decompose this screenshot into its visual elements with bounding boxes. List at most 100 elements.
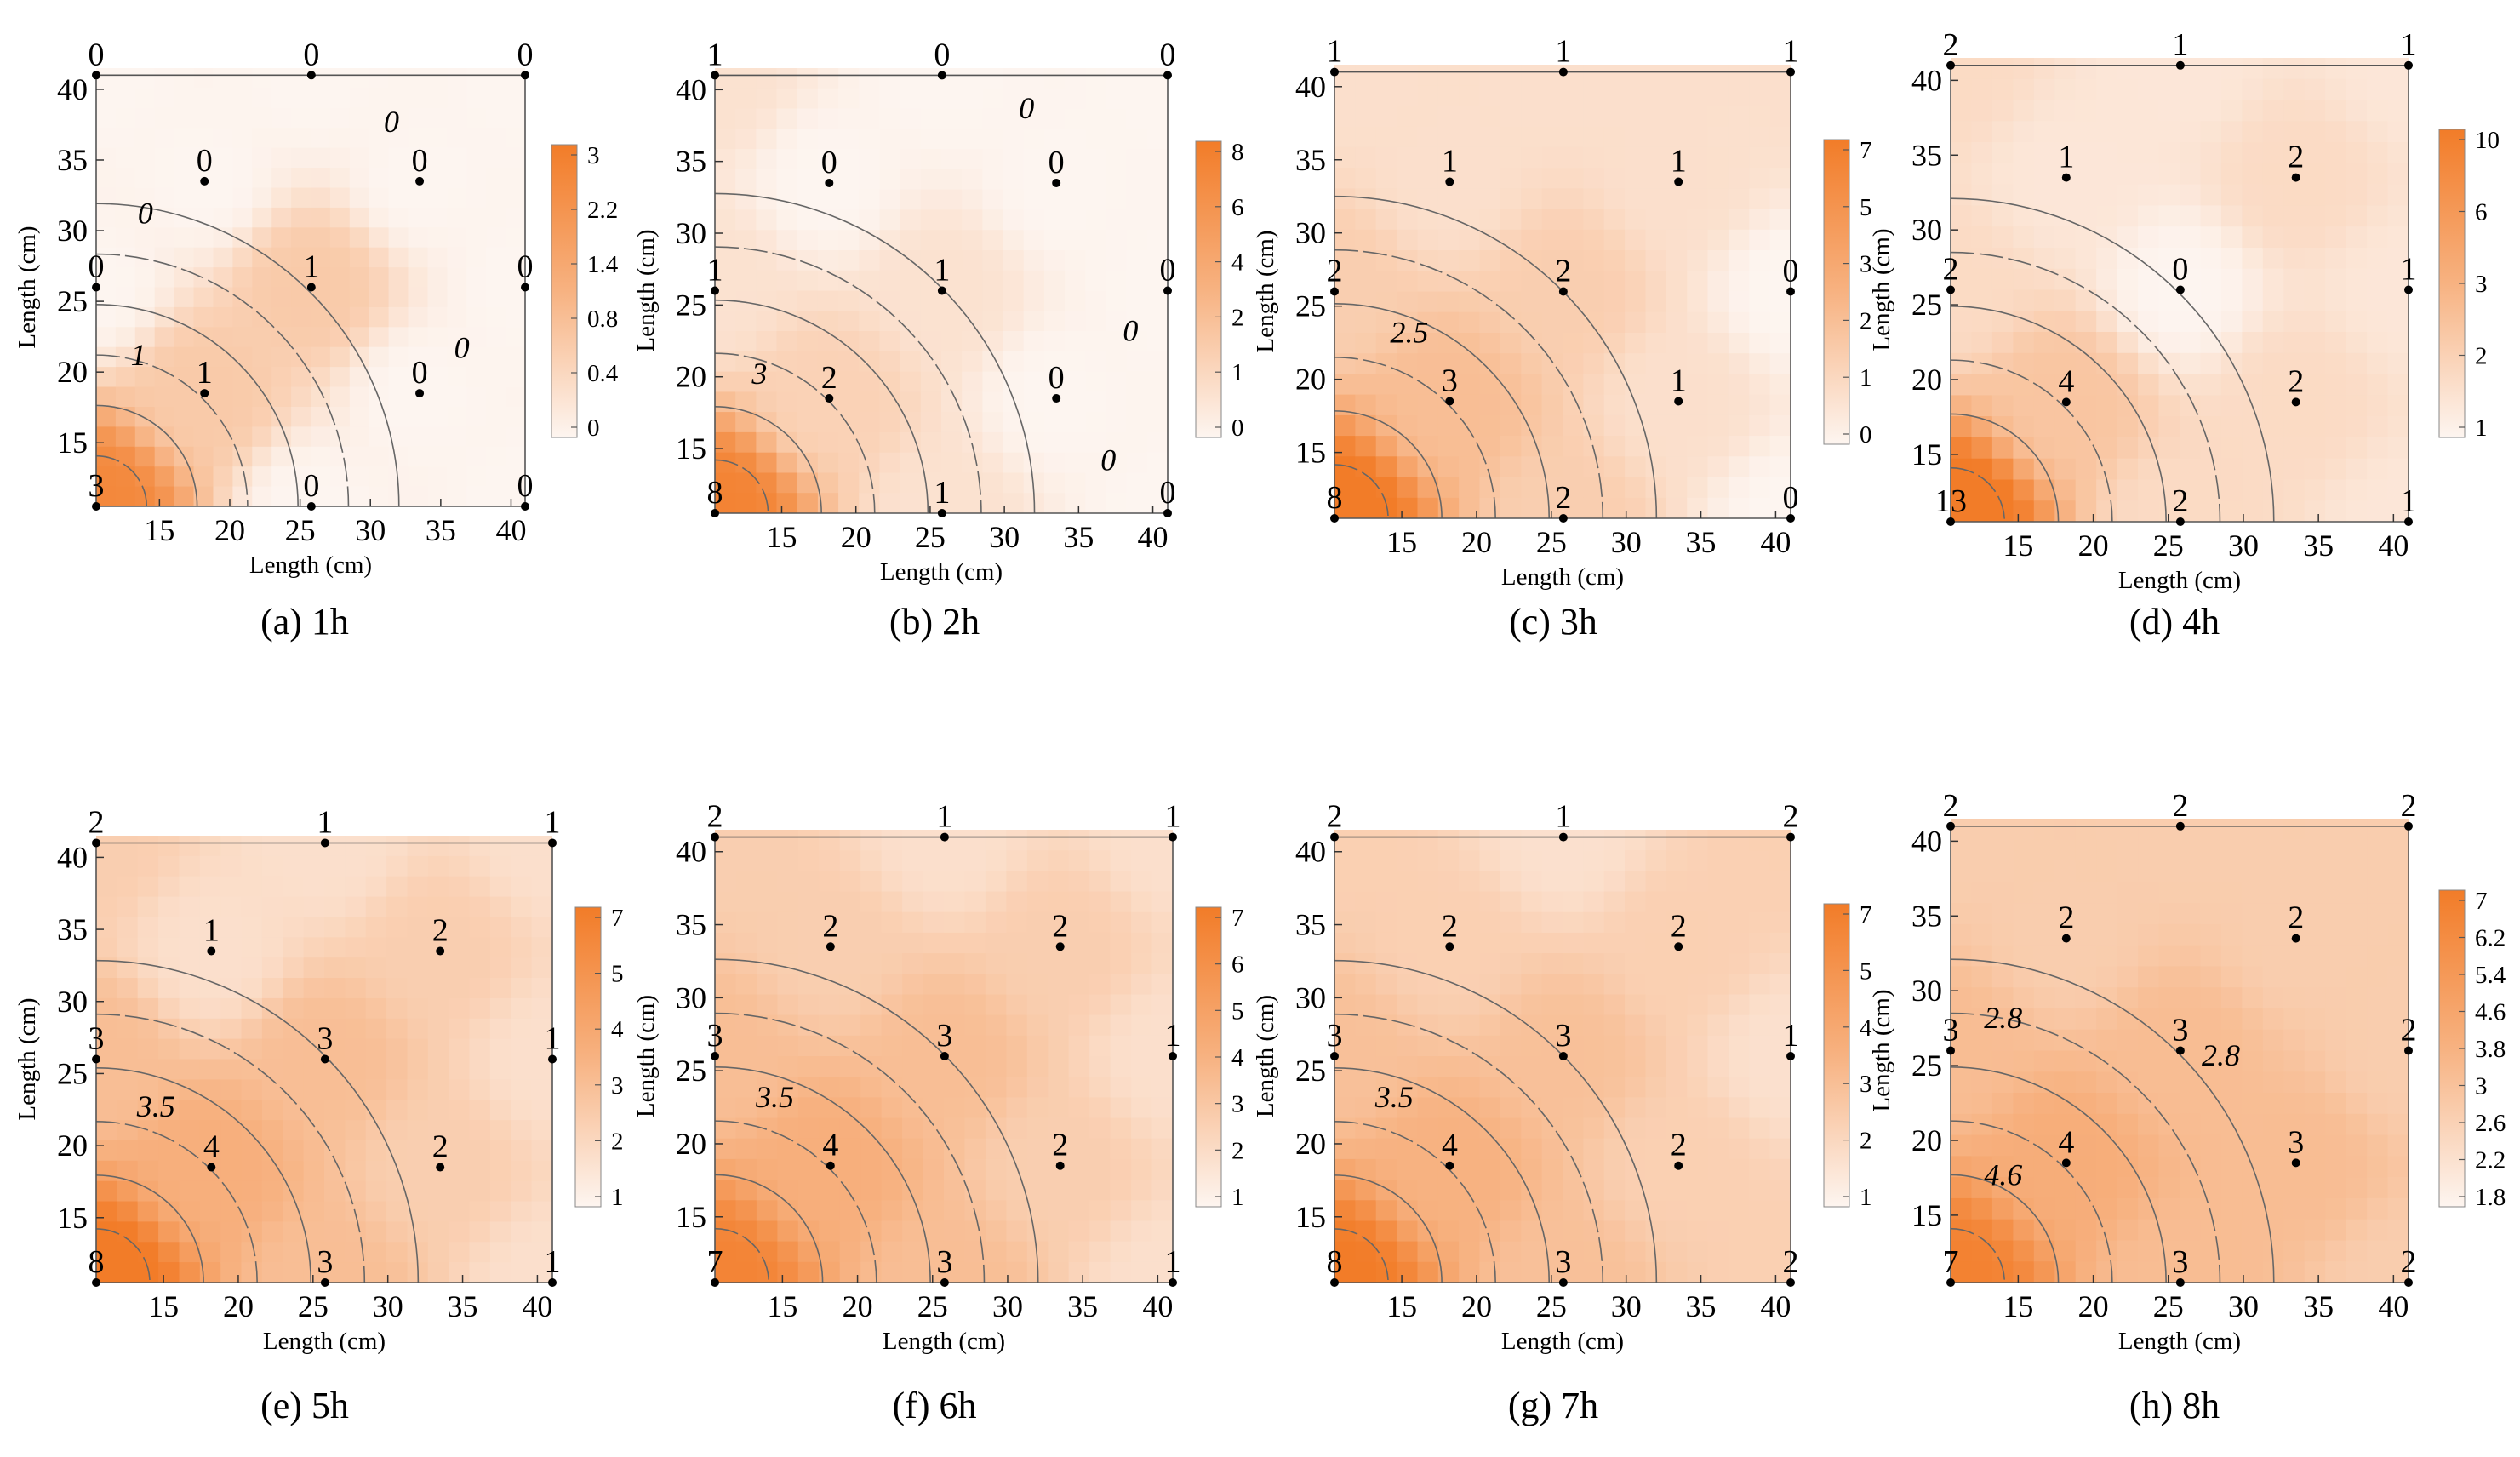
heat-cell <box>345 1018 367 1040</box>
heat-cell <box>944 1180 966 1202</box>
heat-cell <box>1951 860 1973 883</box>
heat-cell <box>252 327 273 348</box>
heat-cell <box>511 1059 533 1081</box>
heat-cell <box>115 426 136 448</box>
heat-cell <box>427 1242 450 1264</box>
heat-cell <box>1645 1220 1667 1243</box>
heat-cell <box>1521 146 1543 169</box>
heat-cell <box>241 876 263 898</box>
heat-cell <box>1146 68 1168 89</box>
heat-cell <box>777 871 799 893</box>
heat-cell <box>982 270 1004 292</box>
heat-cell <box>96 386 117 408</box>
heat-cell <box>1006 953 1028 975</box>
heat-cell <box>1728 953 1751 975</box>
heat-cell <box>1583 456 1605 478</box>
heat-cell <box>1728 1138 1751 1160</box>
heat-cell <box>1003 351 1025 373</box>
heat-cell <box>1625 85 1647 107</box>
heat-cell <box>2346 860 2369 883</box>
heat-cell <box>386 1221 409 1243</box>
heat-cell <box>2242 163 2264 186</box>
heat-cell <box>941 351 963 373</box>
heat-cell <box>261 855 284 877</box>
x-tick-label: 20 <box>841 520 871 554</box>
heat-cell <box>311 267 331 289</box>
heat-cell <box>1971 395 1993 418</box>
heat-cell <box>1583 850 1605 872</box>
heat-cell <box>2387 500 2409 522</box>
heat-cell <box>1728 333 1751 355</box>
heat-cell <box>1355 830 1377 852</box>
heat-cell <box>881 932 904 955</box>
heat-cell <box>1687 871 1709 893</box>
heat-cell <box>2325 945 2347 968</box>
heat-cell <box>1625 1261 1647 1283</box>
heat-cell <box>1541 932 1563 955</box>
heat-cell <box>1437 106 1460 128</box>
heat-cell <box>2200 1134 2222 1157</box>
heat-cell <box>1563 333 1585 355</box>
heat-cell <box>1459 146 1481 169</box>
sample-point <box>2175 1046 2185 1055</box>
heat-cell <box>982 169 1004 191</box>
heat-cell <box>944 1200 966 1222</box>
heat-cell <box>2200 395 2222 418</box>
heat-cell <box>134 287 156 308</box>
sample-value: 0 <box>303 468 319 504</box>
heat-cell <box>1151 953 1173 975</box>
heat-cell <box>271 386 293 408</box>
heat-cell <box>1625 333 1647 355</box>
heat-cell <box>2346 1134 2369 1157</box>
heat-cell <box>1459 1158 1481 1181</box>
heat-cell <box>838 88 860 110</box>
heat-cell <box>2304 395 2327 418</box>
heat-cell <box>2054 311 2077 334</box>
heat-cell <box>1048 1035 1070 1057</box>
heat-cell <box>1541 209 1563 231</box>
heat-cell <box>1769 126 1791 148</box>
heat-cell <box>1666 850 1689 872</box>
heat-cell <box>1048 1180 1070 1202</box>
heat-cell <box>756 431 778 454</box>
heat-cell <box>2054 882 2077 905</box>
heat-cell <box>2075 374 2098 397</box>
heat-cell <box>1707 188 1729 210</box>
heat-cell <box>115 267 136 289</box>
heat-cell <box>1065 68 1087 89</box>
heat-cell <box>879 290 901 312</box>
heat-cell <box>1563 1097 1585 1119</box>
heat-cell <box>1417 374 1439 396</box>
heat-cell <box>329 88 351 109</box>
heat-cell <box>1687 497 1709 518</box>
heat-cell <box>1749 1180 1771 1202</box>
heat-cell <box>447 147 468 169</box>
heat-cell <box>1521 126 1543 148</box>
heat-cell <box>1769 106 1791 128</box>
heat-cell <box>1146 371 1168 393</box>
heat-cell <box>715 149 737 170</box>
heat-cell <box>1728 830 1751 852</box>
heat-cell <box>1769 1035 1791 1057</box>
heat-cell <box>349 306 370 329</box>
heat-cell <box>1375 271 1398 293</box>
heat-cell <box>2220 1177 2243 1199</box>
heat-cell <box>1583 1117 1605 1140</box>
heat-cell <box>1707 146 1729 169</box>
heat-cell <box>486 267 507 289</box>
heat-cell <box>2304 332 2327 354</box>
heat-cell <box>1666 974 1689 996</box>
heat-cell <box>1479 1117 1501 1140</box>
heat-cell <box>1437 146 1460 169</box>
heat-cell <box>2180 78 2202 101</box>
heat-cell <box>365 1038 388 1060</box>
heat-cell <box>2367 903 2389 925</box>
heat-cell <box>964 994 986 1016</box>
heat-cell <box>1971 500 1993 522</box>
heat-cell <box>923 871 945 893</box>
heat-cell <box>2283 1134 2306 1157</box>
heat-cell <box>838 169 860 191</box>
heat-cell <box>2325 1050 2347 1073</box>
heat-cell <box>252 168 273 189</box>
